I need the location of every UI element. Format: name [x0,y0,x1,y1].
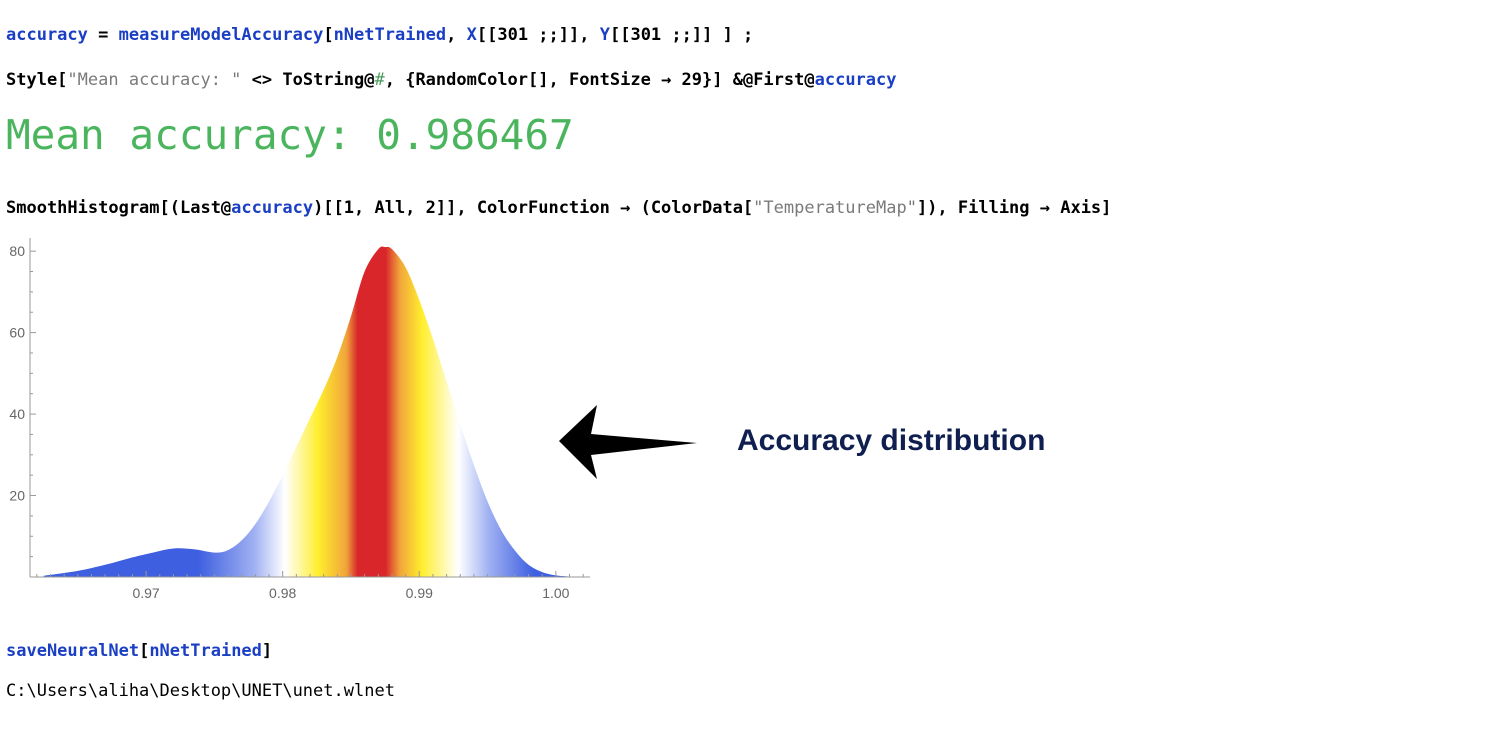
var-accuracy: accuracy [231,198,314,218]
y-tick-label: 40 [9,406,25,422]
x-tick-label: 0.99 [406,585,433,601]
func-save: saveNeuralNet [6,641,140,661]
arg-net: nNetTrained [333,25,447,45]
open-bracket: [ [323,25,334,45]
arrow-left-icon [559,405,697,479]
comma: , [579,25,600,45]
hist-rest: ]), Filling → Axis] [916,198,1112,218]
func-measure: measureModelAccuracy [118,25,324,45]
distribution-area [43,246,570,578]
hist-mid: )[[1, All, 2]], ColorFunction → (ColorDa… [313,198,754,218]
var-y: Y [599,25,610,45]
slot: # [374,70,385,90]
code-line-accuracy[interactable]: accuracy = measureModelAccuracy[nNetTrai… [6,25,753,45]
code-line-histogram[interactable]: SmoothHistogram[(Last@accuracy)[[1, All,… [6,198,1111,218]
code-line-style[interactable]: Style["Mean accuracy: " <> ToString@#, {… [6,70,897,90]
var-accuracy: accuracy [6,25,88,45]
annotation-label: Accuracy distribution [737,424,1046,457]
y-tick-label: 20 [9,488,25,504]
y-part: [[301 ;;]] ] ; [609,25,754,45]
string-temperature: "TemperatureMap" [753,198,917,218]
y-tick-label: 80 [9,243,25,259]
close-bracket: ] [261,641,273,661]
var-accuracy: accuracy [814,70,897,90]
x-part: [[301 ;;]] [476,25,580,45]
var-x: X [466,25,477,45]
string-mean: "Mean accuracy: " [67,70,242,90]
saved-path-output: C:\Users\aliha\Desktop\UNET\unet.wlnet [6,681,395,701]
equals: = [87,25,119,45]
mean-accuracy-output: Mean accuracy: 0.986467 [6,111,574,159]
style-mid: <> ToString@ [241,70,375,90]
arg-net: nNetTrained [149,641,262,661]
x-tick-label: 0.98 [269,585,296,601]
hist-start: SmoothHistogram[(Last@ [6,198,232,218]
x-tick-label: 0.97 [132,585,159,601]
open-bracket: [ [139,641,150,661]
code-line-save[interactable]: saveNeuralNet[nNetTrained] [6,641,272,661]
x-tick-label: 1.00 [542,585,569,601]
y-tick-label: 60 [9,325,25,341]
style-start: Style[ [6,70,68,90]
smooth-histogram-chart: 20 40 60 80 0.97 0.98 0.99 1.00 [9,238,590,601]
comma: , [446,25,467,45]
style-rest: , {RandomColor[], FontSize → 29}] &@Firs… [384,70,815,90]
